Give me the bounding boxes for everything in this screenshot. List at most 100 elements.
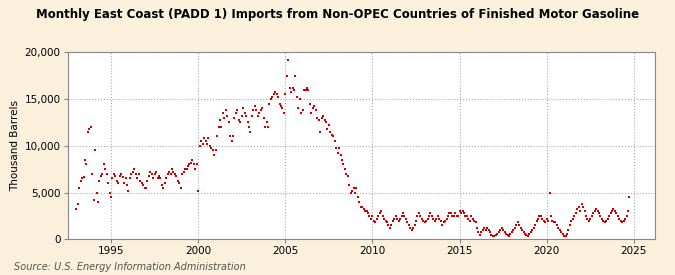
- Point: [429, 218, 440, 223]
- Point: [206, 145, 217, 150]
- Point: [439, 218, 450, 223]
- Point: [508, 228, 518, 232]
- Point: [168, 170, 179, 174]
- Point: [329, 139, 340, 143]
- Point: [85, 125, 96, 129]
- Point: [347, 188, 358, 193]
- Point: [271, 92, 282, 97]
- Point: [155, 176, 166, 181]
- Point: [369, 218, 379, 223]
- Point: [364, 214, 375, 218]
- Point: [450, 211, 460, 215]
- Point: [209, 153, 219, 157]
- Point: [453, 214, 464, 218]
- Point: [290, 73, 301, 78]
- Point: [145, 170, 156, 174]
- Point: [355, 204, 366, 209]
- Point: [196, 139, 207, 143]
- Point: [231, 111, 242, 115]
- Point: [375, 211, 385, 215]
- Point: [516, 228, 527, 232]
- Point: [144, 174, 155, 178]
- Point: [506, 230, 517, 234]
- Point: [553, 226, 564, 230]
- Point: [473, 230, 484, 234]
- Point: [370, 220, 381, 225]
- Point: [248, 108, 259, 112]
- Point: [522, 233, 533, 238]
- Point: [193, 188, 204, 193]
- Point: [468, 218, 479, 223]
- Point: [306, 111, 317, 115]
- Point: [74, 186, 84, 190]
- Point: [354, 200, 364, 204]
- Point: [605, 211, 616, 215]
- Point: [126, 172, 137, 176]
- Point: [165, 172, 176, 176]
- Point: [470, 220, 481, 225]
- Point: [331, 145, 342, 150]
- Point: [323, 123, 334, 127]
- Point: [616, 218, 626, 223]
- Point: [133, 172, 144, 176]
- Point: [463, 216, 474, 221]
- Point: [456, 211, 466, 215]
- Point: [512, 220, 523, 225]
- Point: [460, 214, 470, 218]
- Point: [595, 214, 605, 218]
- Point: [181, 167, 192, 171]
- Point: [367, 214, 378, 218]
- Point: [362, 211, 373, 215]
- Point: [180, 167, 190, 171]
- Point: [610, 209, 620, 213]
- Point: [545, 214, 556, 218]
- Point: [81, 162, 92, 167]
- Point: [502, 232, 513, 237]
- Point: [192, 162, 202, 167]
- Point: [259, 125, 270, 129]
- Point: [570, 211, 581, 215]
- Point: [123, 188, 134, 193]
- Point: [138, 183, 148, 187]
- Point: [244, 125, 254, 129]
- Point: [234, 117, 244, 122]
- Point: [119, 181, 130, 185]
- Point: [395, 216, 406, 221]
- Point: [563, 228, 574, 232]
- Point: [159, 181, 170, 185]
- Point: [104, 190, 115, 195]
- Point: [403, 223, 414, 227]
- Point: [187, 158, 198, 162]
- Point: [535, 214, 546, 218]
- Point: [497, 228, 508, 232]
- Point: [318, 114, 329, 118]
- Point: [618, 218, 629, 223]
- Point: [194, 144, 205, 148]
- Point: [499, 230, 510, 234]
- Point: [99, 162, 109, 167]
- Point: [593, 211, 604, 215]
- Point: [313, 117, 324, 122]
- Point: [434, 216, 445, 221]
- Point: [410, 218, 421, 223]
- Point: [80, 158, 90, 162]
- Point: [217, 111, 228, 115]
- Point: [312, 116, 323, 120]
- Point: [183, 164, 194, 169]
- Text: Source: U.S. Energy Information Administration: Source: U.S. Energy Information Administ…: [14, 262, 245, 272]
- Point: [236, 114, 247, 118]
- Point: [467, 216, 478, 221]
- Point: [304, 101, 315, 106]
- Point: [408, 226, 418, 230]
- Point: [337, 158, 348, 162]
- Point: [322, 127, 333, 131]
- Point: [531, 218, 542, 223]
- Point: [582, 216, 593, 221]
- Point: [114, 174, 125, 178]
- Point: [447, 214, 458, 218]
- Point: [146, 172, 157, 176]
- Point: [251, 108, 262, 112]
- Point: [216, 125, 227, 129]
- Point: [568, 216, 578, 221]
- Point: [524, 232, 535, 236]
